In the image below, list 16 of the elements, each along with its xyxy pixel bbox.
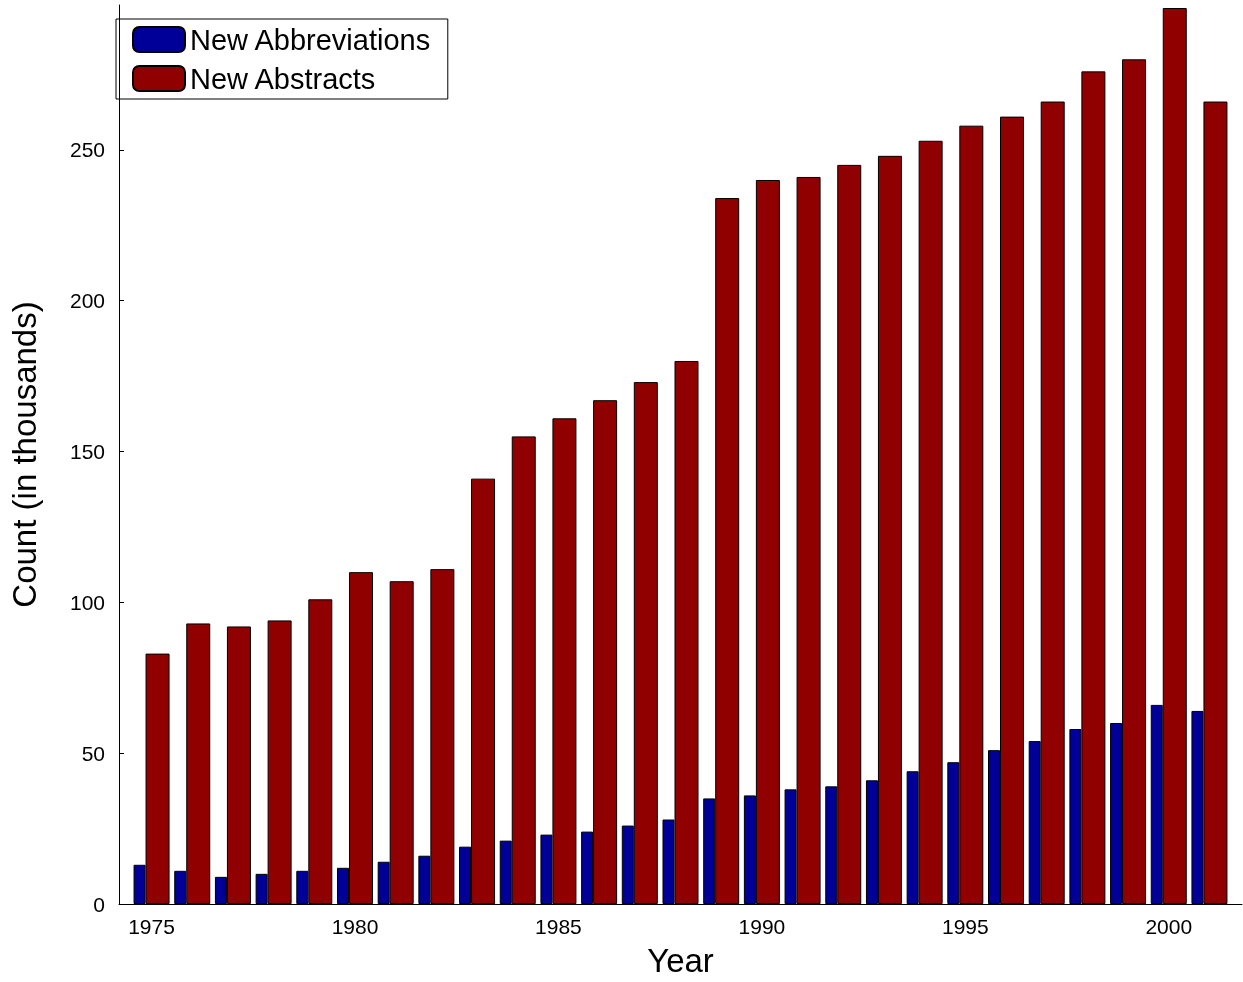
- x-axis-title: Year: [647, 942, 714, 979]
- y-tick-label: 100: [69, 590, 105, 614]
- y-tick-label: 250: [69, 138, 105, 162]
- y-tick-label: 0: [93, 892, 105, 916]
- y-axis-title: Count (in thousands): [6, 301, 43, 608]
- x-tick-label: 1985: [535, 915, 582, 938]
- x-tick-label: 1980: [331, 915, 379, 938]
- x-tick-label: 1995: [941, 915, 989, 938]
- y-tick-label: 150: [69, 439, 105, 463]
- y-tick-label: 50: [81, 741, 105, 765]
- y-tick-label: 200: [69, 289, 105, 313]
- x-tick-label: 1975: [128, 915, 175, 938]
- x-tick-label: 2000: [1145, 915, 1193, 938]
- x-tick-label: 1990: [738, 915, 786, 938]
- legend-label: New Abbreviations: [190, 23, 431, 56]
- legend-label: New Abstracts: [190, 62, 376, 95]
